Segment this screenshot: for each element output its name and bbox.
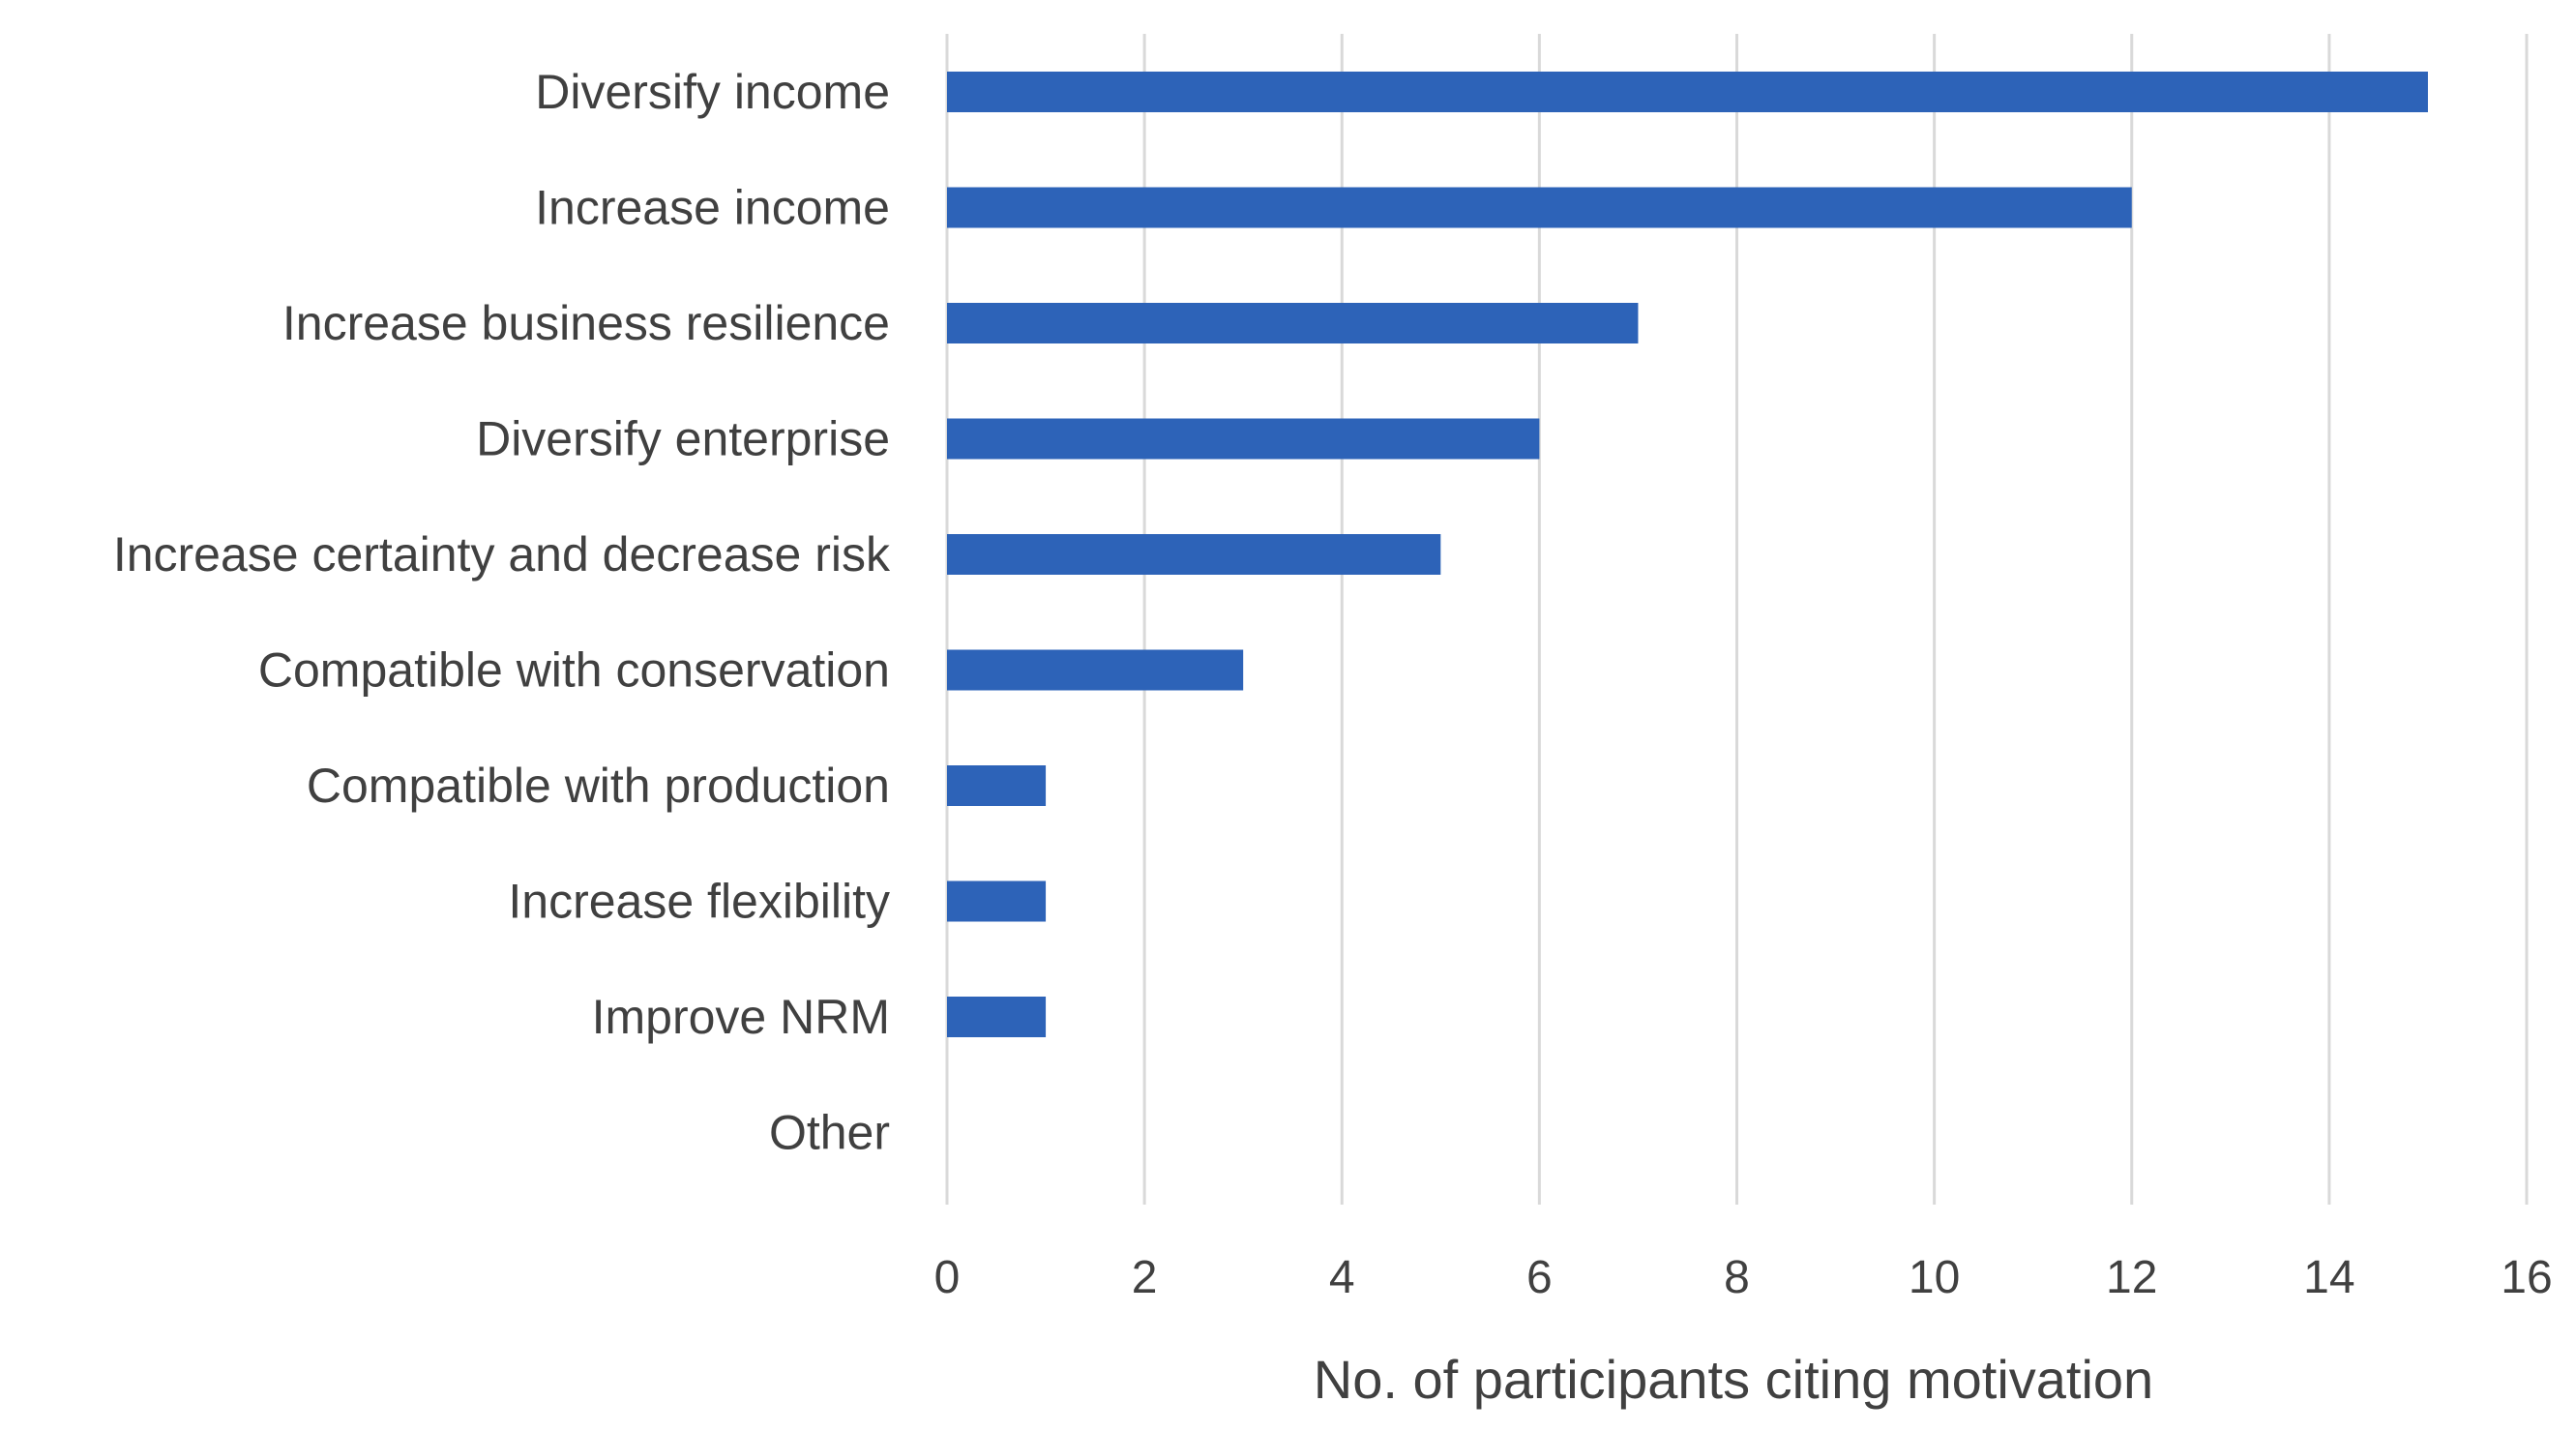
gridlines bbox=[945, 34, 2529, 1205]
bar-compatible-with-production bbox=[947, 765, 1047, 806]
x-axis-title: No. of participants citing motivation bbox=[1314, 1349, 2153, 1410]
category-label: Compatible with conservation bbox=[258, 643, 890, 698]
x-tick-label: 14 bbox=[2303, 1252, 2354, 1303]
x-tick-labels: 0 2 4 6 8 10 12 14 16 bbox=[934, 1252, 2553, 1303]
bar-improve-nrm bbox=[947, 997, 1047, 1037]
bar-diversify-enterprise bbox=[947, 418, 1540, 460]
x-tick-label: 16 bbox=[2501, 1252, 2552, 1303]
x-tick-label: 10 bbox=[1909, 1252, 1960, 1303]
category-labels: Diversify income Increase income Increase … bbox=[113, 65, 891, 1160]
x-tick-label: 6 bbox=[1526, 1252, 1553, 1303]
category-label: Increase business resilience bbox=[282, 296, 890, 350]
bar-diversify-income bbox=[947, 72, 2428, 112]
category-label: Increase income bbox=[535, 181, 890, 235]
category-label: Diversify income bbox=[535, 65, 890, 119]
category-label: Increase flexibility bbox=[508, 875, 890, 929]
x-tick-label: 8 bbox=[1724, 1252, 1750, 1303]
bar-increase-business-resilience bbox=[947, 303, 1639, 343]
x-tick-label: 4 bbox=[1329, 1252, 1355, 1303]
category-label: Increase certainty and decrease risk bbox=[113, 527, 891, 582]
bar-increase-income bbox=[947, 187, 2132, 228]
category-label: Compatible with production bbox=[307, 759, 890, 813]
bar-increase-flexibility bbox=[947, 880, 1047, 922]
category-label: Improve NRM bbox=[592, 990, 890, 1044]
x-tick-label: 12 bbox=[2106, 1252, 2157, 1303]
category-label: Other bbox=[769, 1106, 890, 1160]
bars bbox=[947, 72, 2428, 1037]
bar-increase-certainty-and-decrease-risk bbox=[947, 534, 1441, 575]
x-tick-label: 2 bbox=[1132, 1252, 1158, 1303]
category-label: Diversify enterprise bbox=[476, 412, 890, 466]
x-tick-label: 0 bbox=[934, 1252, 961, 1303]
bar-compatible-with-conservation bbox=[947, 649, 1244, 691]
